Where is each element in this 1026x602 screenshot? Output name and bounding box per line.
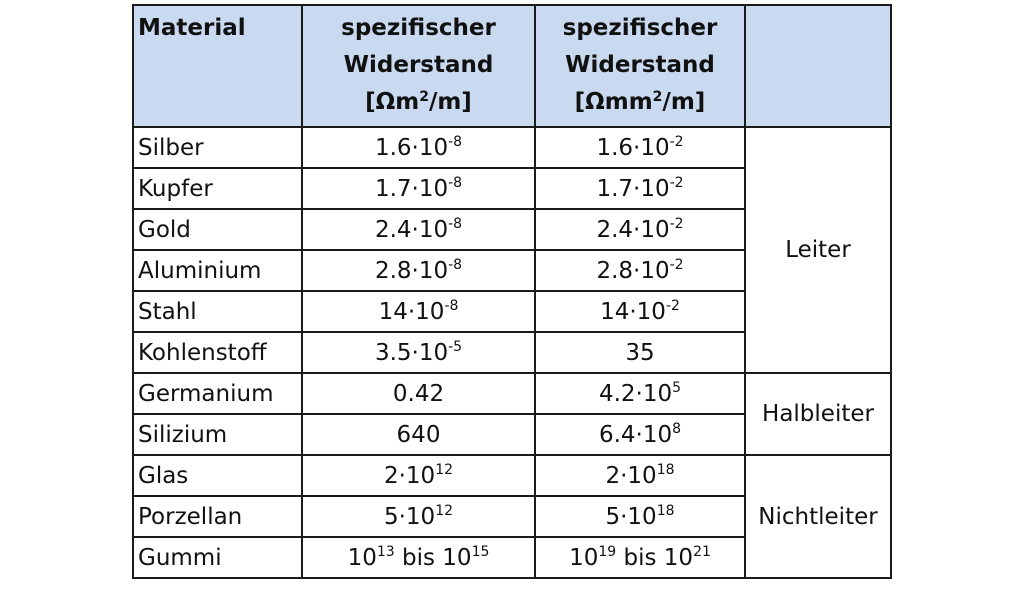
header-resistivity-ohm-mm2-m: spezifischer Widerstand [Ωmm2/m]: [534, 4, 746, 128]
material-cell: Glas: [132, 454, 303, 497]
value-ohm-m: 2.8·10-8: [301, 249, 536, 292]
material-cell: Kupfer: [132, 167, 303, 210]
value-ohm-m: 2.4·10-8: [301, 208, 536, 251]
value-ohm-m: 1.6·10-8: [301, 126, 536, 169]
header-material: Material: [132, 4, 303, 128]
table-row: Silber 1.6·10-8 1.6·10-2 Leiter: [132, 126, 892, 374]
table-row: Porzellan 5·1012 5·1018: [132, 495, 891, 538]
value-ohm-m: 640: [301, 413, 536, 456]
value-ohm-mm2-m: 2.4·10-2: [534, 208, 746, 251]
table-row: Kupfer 1.7·10-8 1.7·10-2: [132, 167, 891, 210]
value-ohm-mm2-m: 14·10-2: [534, 290, 746, 333]
value-ohm-mm2-m: 2·1018: [534, 454, 746, 497]
material-cell: Stahl: [132, 290, 303, 333]
value-ohm-m: 3.5·10-5: [301, 331, 536, 374]
category-halbleiter: Halbleiter: [744, 372, 892, 456]
table-row: Germanium 0.42 4.2·105 Halbleiter: [132, 372, 892, 456]
table-row: Gummi 1013 bis 1015 1019 bis 1021: [132, 536, 891, 579]
header-category: [744, 4, 892, 128]
value-ohm-mm2-m: 35: [534, 331, 746, 374]
header-col1-line1: spezifischer: [341, 15, 496, 41]
header-resistivity-ohm-m: spezifischer Widerstand [Ωm2/m]: [301, 4, 536, 128]
value-ohm-m: 0.42: [301, 372, 536, 415]
material-cell: Gold: [132, 208, 303, 251]
header-col1-unit: [Ωm2/m]: [365, 89, 472, 115]
value-ohm-mm2-m: 1.7·10-2: [534, 167, 746, 210]
value-ohm-mm2-m: 1.6·10-2: [534, 126, 746, 169]
value-ohm-m: 5·1012: [301, 495, 536, 538]
value-ohm-m: 1013 bis 1015: [301, 536, 536, 579]
material-cell: Kohlenstoff: [132, 331, 303, 374]
value-ohm-mm2-m: 1019 bis 1021: [534, 536, 746, 579]
material-cell: Aluminium: [132, 249, 303, 292]
table-row: Stahl 14·10-8 14·10-2: [132, 290, 891, 333]
category-nichtleiter: Nichtleiter: [744, 454, 892, 579]
table-row: Glas 2·1012 2·1018 Nichtleiter: [132, 454, 892, 579]
value-ohm-mm2-m: 6.4·108: [534, 413, 746, 456]
value-ohm-mm2-m: 5·1018: [534, 495, 746, 538]
value-ohm-mm2-m: 4.2·105: [534, 372, 746, 415]
material-cell: Silber: [132, 126, 303, 169]
category-leiter: Leiter: [744, 126, 892, 374]
table-row: Silizium 640 6.4·108: [132, 413, 891, 456]
header-row: Material spezifischer Widerstand [Ωm2/m]…: [132, 4, 892, 128]
value-ohm-m: 14·10-8: [301, 290, 536, 333]
value-ohm-m: 2·1012: [301, 454, 536, 497]
resistivity-table: Material spezifischer Widerstand [Ωm2/m]…: [132, 4, 892, 579]
header-col1-line2: Widerstand: [343, 52, 494, 78]
table-row: Gold 2.4·10-8 2.4·10-2: [132, 208, 891, 251]
header-col2-line1: spezifischer: [562, 15, 718, 41]
table-row: Kohlenstoff 3.5·10-5 35: [132, 331, 891, 374]
material-cell: Germanium: [132, 372, 303, 415]
header-col2-line2: Widerstand: [565, 52, 715, 78]
material-cell: Silizium: [132, 413, 303, 456]
material-cell: Gummi: [132, 536, 303, 579]
header-col2-unit: [Ωmm2/m]: [574, 89, 706, 115]
value-ohm-mm2-m: 2.8·10-2: [534, 249, 746, 292]
material-cell: Porzellan: [132, 495, 303, 538]
table-row: Aluminium 2.8·10-8 2.8·10-2: [132, 249, 891, 292]
value-ohm-m: 1.7·10-8: [301, 167, 536, 210]
